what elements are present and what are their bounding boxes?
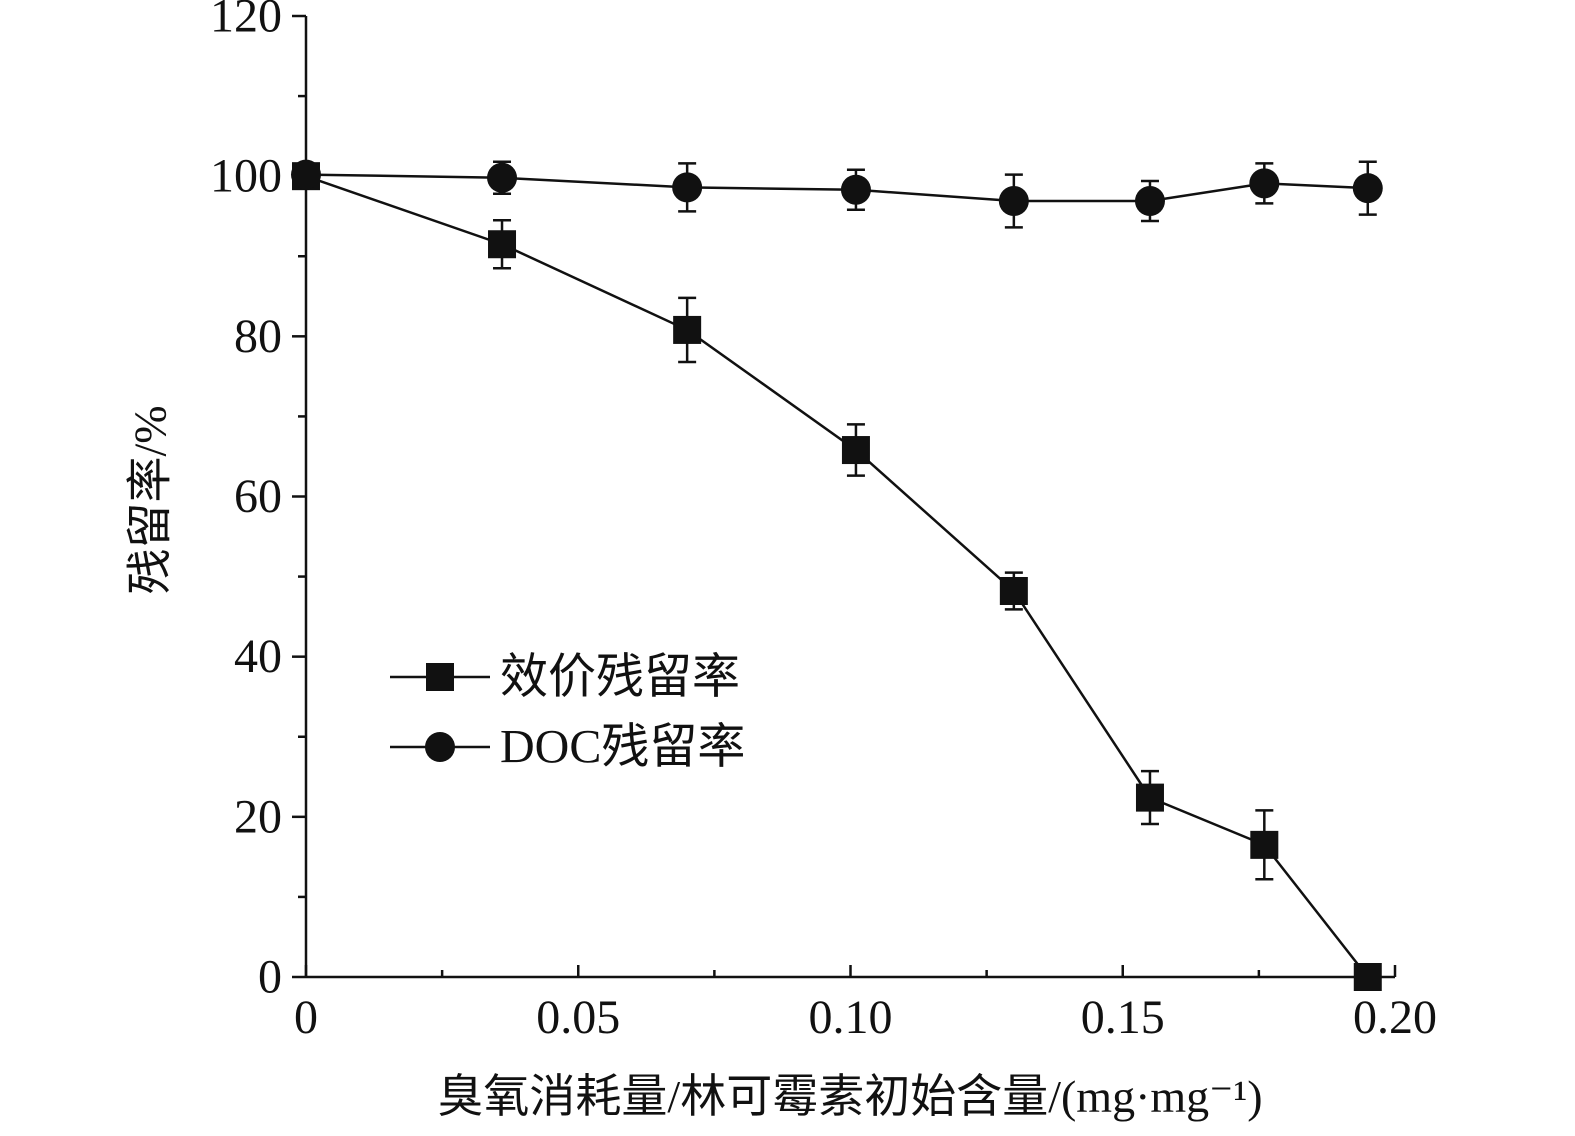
legend: 效价残留率 DOC残留率 — [390, 651, 745, 774]
data-point-square — [488, 230, 517, 259]
data-point-circle — [487, 162, 518, 193]
x-tick-label: 0.05 — [536, 991, 620, 1044]
y-tick-label: 100 — [210, 150, 282, 203]
series-potency — [292, 162, 1382, 991]
data-point-circle — [1249, 168, 1280, 199]
data-point-circle — [672, 172, 703, 203]
y-tick-label: 60 — [234, 470, 282, 523]
data-point-circle — [1352, 173, 1383, 204]
data-point-square — [1135, 783, 1164, 812]
y-tick-label: 40 — [234, 630, 282, 683]
y-tick-label: 20 — [234, 790, 282, 843]
data-point-circle — [291, 159, 321, 190]
x-tick-label: 0.10 — [809, 991, 893, 1044]
data-point-square — [841, 436, 870, 465]
legend-label-doc: DOC残留率 — [500, 721, 745, 774]
y-tick-label: 120 — [210, 0, 282, 43]
ticks — [292, 14, 1397, 979]
tick-labels: 0 0.05 0.10 0.15 0.20 0 20 40 60 80 100 120 — [210, 0, 1437, 1044]
x-axis-title: 臭氧消耗量/林可霉素初始含量/(mg·mg⁻¹) — [437, 1071, 1262, 1122]
x-tick-label: 0.20 — [1353, 991, 1437, 1044]
legend-marker-circle — [425, 732, 455, 762]
legend-marker-square — [426, 663, 454, 691]
series-line — [305, 174, 1369, 978]
data-point-square — [673, 315, 702, 344]
data-point-circle — [998, 185, 1029, 216]
axes — [304, 16, 1395, 979]
series-doc — [291, 159, 1383, 229]
data-point-square — [1353, 963, 1382, 991]
plot-area — [291, 159, 1383, 991]
series-line — [305, 173, 1368, 203]
legend-label-potency: 效价残留率 — [500, 651, 740, 704]
legend-item-doc: DOC残留率 — [390, 721, 745, 774]
x-tick-label: 0 — [294, 991, 318, 1044]
y-axis-title: 残留率/% — [125, 405, 176, 594]
y-tick-label: 0 — [258, 951, 282, 1004]
data-point-square — [1250, 830, 1279, 859]
y-tick-label: 80 — [234, 310, 282, 363]
legend-item-potency: 效价残留率 — [390, 651, 740, 704]
data-point-circle — [840, 174, 871, 205]
x-tick-label: 0.15 — [1081, 991, 1165, 1044]
data-point-circle — [1134, 185, 1165, 216]
data-point-square — [999, 576, 1028, 605]
